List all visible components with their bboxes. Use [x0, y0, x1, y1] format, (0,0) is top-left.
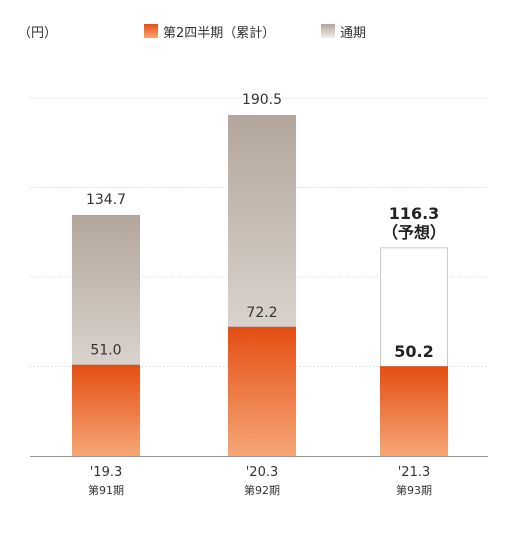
value-label-full: 190.5	[242, 92, 282, 108]
x-axis-labels: '19.3 第91期 '20.3 第92期 '21.3 第93期	[88, 465, 432, 497]
legend-swatch-full	[321, 24, 335, 38]
legend: 第2四半期（累計） 通期	[144, 24, 366, 41]
forecast-note: （予想）	[382, 223, 446, 242]
value-label-q2: 72.2	[246, 305, 277, 321]
legend-swatch-q2	[144, 24, 158, 38]
bars	[72, 115, 448, 457]
bar-q2	[72, 364, 140, 456]
x-tick-term: 第93期	[396, 483, 432, 497]
x-tick-term: 第91期	[88, 483, 124, 497]
value-label-q2: 50.2	[394, 342, 433, 361]
x-tick-period: '19.3	[90, 465, 123, 480]
x-tick-period: '21.3	[398, 465, 431, 480]
value-label-full: 134.7	[86, 192, 126, 208]
x-tick-period: '20.3	[246, 465, 279, 480]
legend-label-full: 通期	[340, 26, 366, 41]
value-label-full: 116.3	[389, 204, 440, 223]
y-unit-label: （円）	[18, 26, 57, 41]
value-labels: 134.7 51.0 190.5 72.2 116.3（予想） 50.2	[86, 92, 446, 361]
legend-label-q2: 第2四半期（累計）	[163, 25, 275, 41]
bar-q2	[228, 326, 296, 456]
x-tick-term: 第92期	[244, 483, 280, 497]
value-label-q2: 51.0	[90, 343, 121, 359]
bar-q2	[380, 366, 448, 456]
